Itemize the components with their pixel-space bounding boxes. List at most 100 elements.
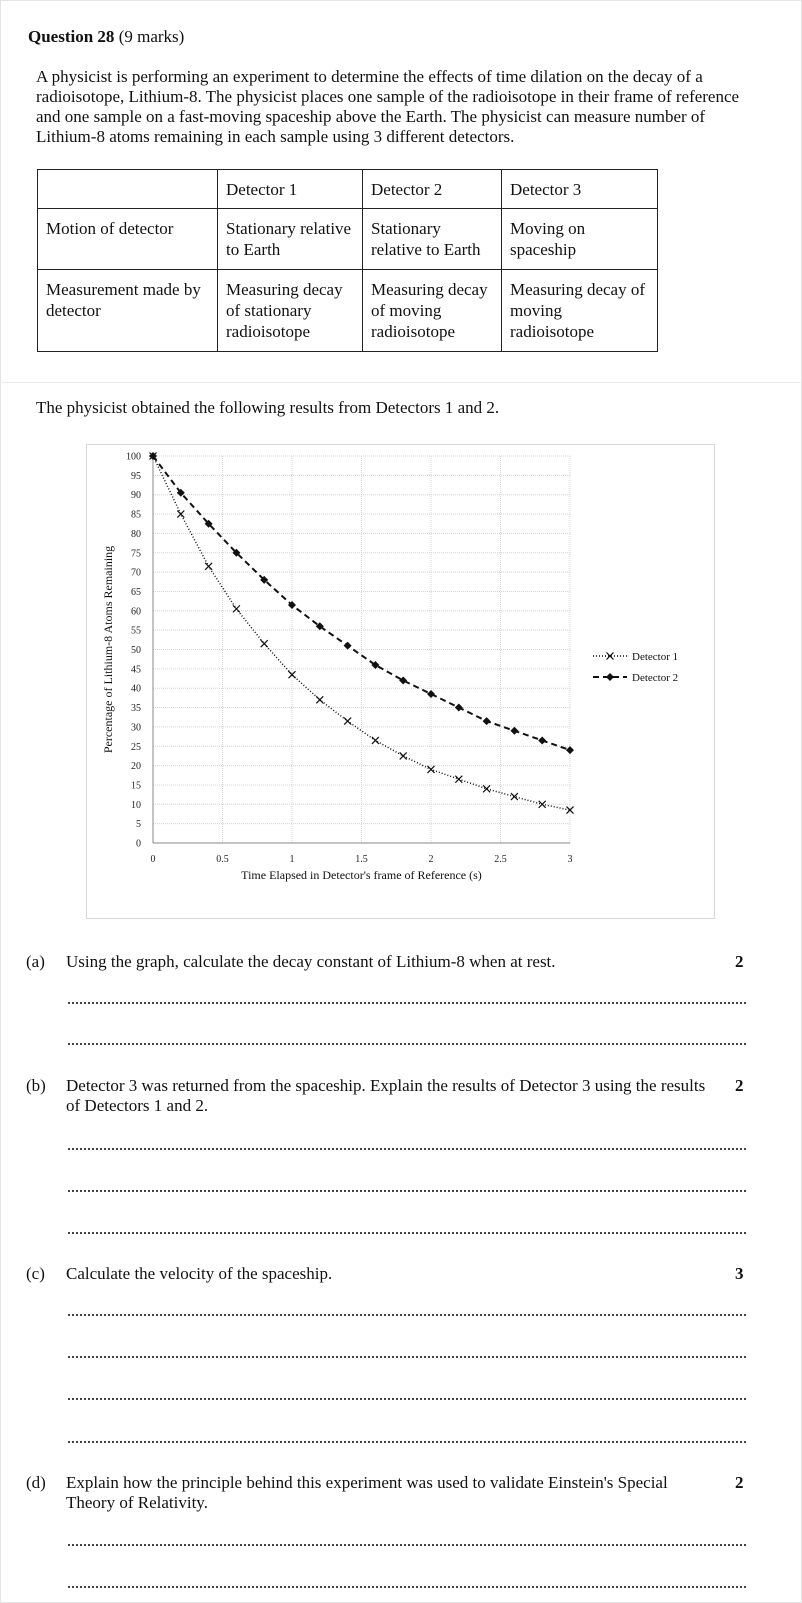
marker-stroke (232, 604, 241, 613)
question-title: Question 28 (9 marks) (28, 27, 184, 47)
table-cell: Stationary relative to Earth (362, 208, 502, 270)
data-point (176, 510, 185, 518)
data-point (510, 726, 519, 735)
chart-svg: 0510152025303540455055606570758085909510… (101, 452, 678, 883)
x-tick-label: 2 (429, 854, 434, 865)
data-point (427, 690, 435, 699)
part-label: (b) (26, 1076, 46, 1095)
y-tick-label: 5 (136, 819, 141, 830)
data-point (343, 717, 352, 726)
question-intro: A physicist is performing an experiment … (36, 67, 740, 146)
x-tick-label: 3 (568, 854, 573, 865)
table-cell: Moving on spaceship (501, 208, 658, 270)
data-point (538, 736, 547, 745)
section-divider (0, 382, 802, 383)
answer-line[interactable] (68, 1148, 746, 1150)
y-tick-label: 95 (131, 471, 141, 482)
y-tick-label: 45 (131, 664, 141, 675)
answer-line[interactable] (68, 1441, 746, 1443)
legend-marker (606, 652, 614, 660)
data-point (176, 488, 185, 497)
y-tick-label: 35 (131, 703, 141, 714)
table-cell: Stationary relative to Earth (217, 208, 363, 270)
marker-stroke (538, 800, 547, 809)
y-tick-label: 65 (131, 587, 141, 598)
table-header-cell: Detector 3 (501, 169, 658, 209)
answer-line[interactable] (68, 1043, 746, 1045)
y-tick-label: 70 (131, 568, 141, 579)
legend-entry: Detector 1 (632, 651, 678, 663)
table-header-cell: Detector 1 (217, 169, 363, 209)
data-point (232, 548, 241, 557)
decay-chart: 0 5 10 15 20 25 30 35 40 45 50 55 60 65 70 75 80 85 90 95 10… (86, 444, 715, 919)
y-tick-label: 10 (131, 800, 141, 811)
y-tick-label: 15 (131, 780, 141, 791)
marker-stroke (315, 695, 324, 704)
marker-stroke (427, 765, 435, 774)
part-label: (c) (26, 1264, 45, 1283)
table-cell: Measuring decay of stationary radioisoto… (217, 269, 363, 352)
y-tick-label: 0 (136, 839, 141, 850)
series-line-2 (152, 455, 571, 752)
table-header-cell (37, 169, 218, 209)
data-point (454, 703, 463, 712)
data-point (566, 806, 574, 815)
results-text: The physicist obtained the following res… (36, 398, 500, 417)
part-text: Explain how the principle behind this ex… (66, 1473, 668, 1512)
x-tick-label: 1 (290, 854, 295, 865)
marker-stroke (510, 792, 519, 801)
table-row: Measurement made by detector Measuring d… (37, 269, 658, 352)
marker-stroke (606, 652, 614, 660)
answer-line[interactable] (68, 1356, 746, 1358)
table-header-cell: Detector 2 (362, 169, 502, 209)
table-row: Motion of detector Stationary relative t… (37, 208, 658, 270)
marker-stroke (482, 784, 491, 793)
part-text: Using the graph, calculate the decay con… (66, 952, 556, 971)
question-number: Question 28 (28, 27, 115, 46)
answer-line[interactable] (68, 1544, 746, 1546)
x-tick-label: 2.5 (494, 854, 507, 865)
marker-stroke (399, 752, 408, 760)
marker-stroke (566, 806, 574, 815)
data-point (371, 660, 380, 669)
y-tick-label: 60 (131, 606, 141, 617)
legend-entry: Detector 2 (632, 672, 678, 684)
data-point (204, 562, 213, 571)
data-point (260, 575, 269, 584)
answer-line[interactable] (68, 1002, 746, 1004)
data-point (427, 765, 435, 774)
answer-line[interactable] (68, 1398, 746, 1400)
part-label: (d) (26, 1473, 46, 1492)
marker-stroke (343, 717, 352, 726)
y-axis-title: Percentage of Lithium-8 Atoms Remaining (101, 546, 115, 753)
y-tick-label: 50 (131, 645, 141, 656)
table-row-label: Measurement made by detector (37, 269, 218, 352)
table-cell: Measuring decay of moving radioisotope (501, 269, 658, 352)
answer-line[interactable] (68, 1232, 746, 1234)
y-tick-label: 25 (131, 742, 141, 753)
data-point (399, 752, 408, 760)
x-axis-title: Time Elapsed in Detector's frame of Refe… (241, 868, 482, 882)
part-marks: 2 (735, 1076, 744, 1095)
y-tick-label: 80 (131, 529, 141, 540)
answer-line[interactable] (68, 1190, 746, 1192)
y-tick-label: 85 (131, 510, 141, 521)
y-tick-label: 20 (131, 761, 141, 772)
y-tick-label: 100 (126, 452, 141, 463)
data-point (232, 604, 241, 613)
answer-line[interactable] (68, 1314, 746, 1316)
marker-stroke (288, 670, 296, 679)
y-tick-label: 75 (131, 548, 141, 559)
data-point (149, 452, 157, 460)
data-point (482, 784, 491, 793)
marker-stroke (176, 510, 185, 518)
part-marks: 2 (735, 952, 744, 971)
y-tick-label: 40 (131, 684, 141, 695)
part-marks: 3 (735, 1264, 744, 1283)
answer-line[interactable] (68, 1586, 746, 1588)
data-point (454, 775, 463, 784)
y-tick-label: 30 (131, 722, 141, 733)
part-label: (a) (26, 952, 45, 971)
data-point (288, 600, 296, 609)
marker-stroke (260, 639, 269, 648)
